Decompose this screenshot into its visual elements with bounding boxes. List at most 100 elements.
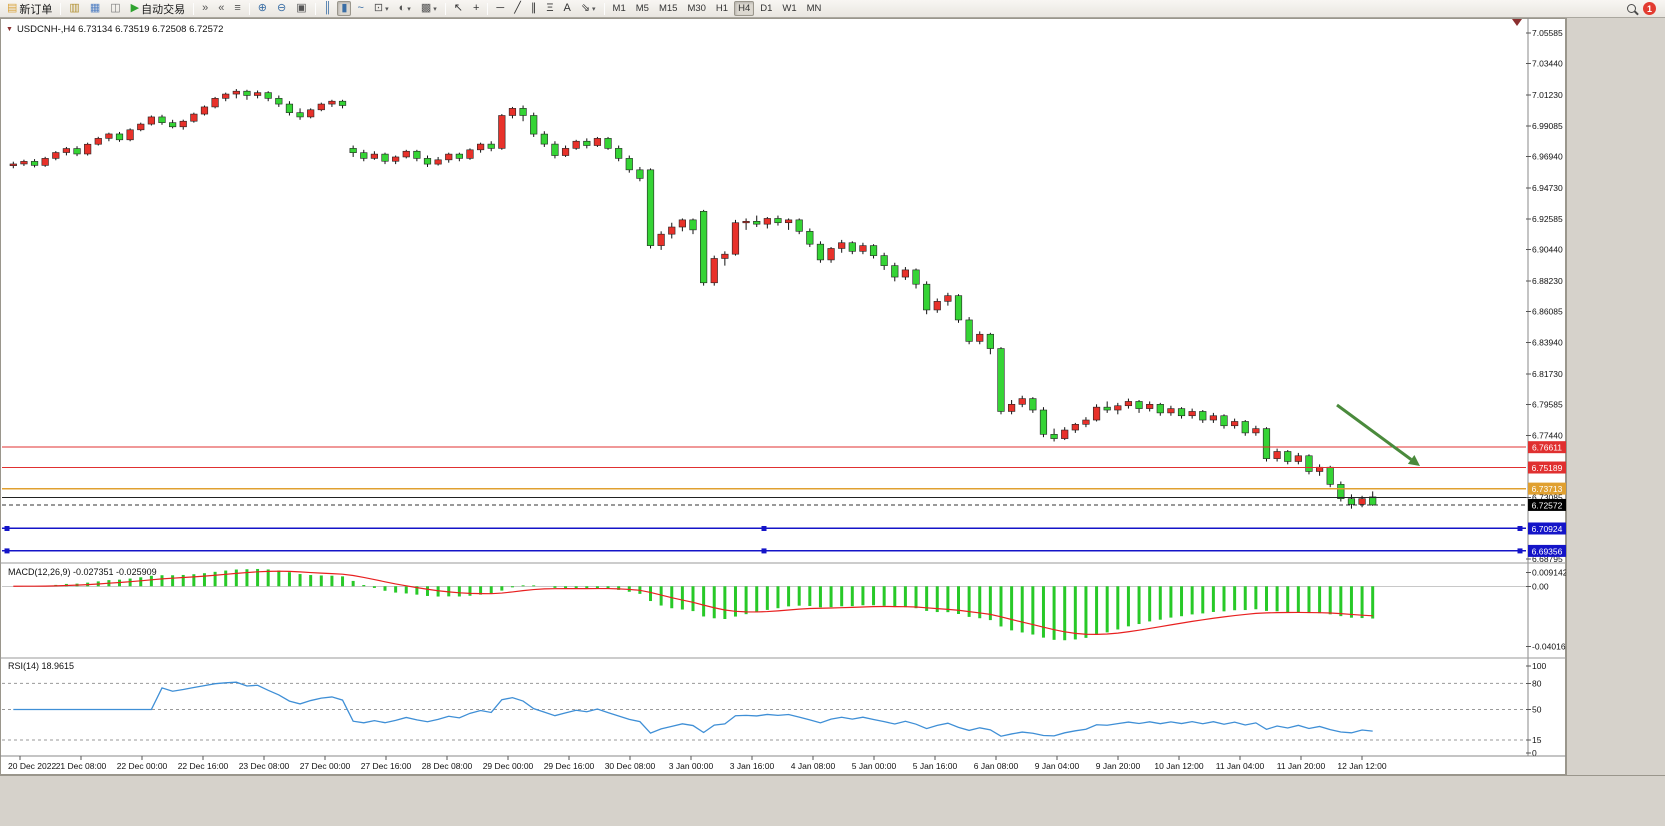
- chart-properties-dropdown-icon[interactable]: ▾: [433, 5, 437, 13]
- bear-candle: [381, 153, 389, 162]
- auto-scroll-icon: »: [202, 2, 209, 14]
- timeframe-m15-button[interactable]: M15: [655, 1, 681, 16]
- chart-properties-button[interactable]: ▩ ▾: [417, 1, 441, 16]
- target-line-1-handle[interactable]: [1517, 525, 1523, 531]
- annotation-arrow[interactable]: [1336, 403, 1413, 461]
- bear-candle: [689, 219, 697, 231]
- time-axis-label: 29 Dec 00:00: [483, 761, 534, 771]
- resistance-line-1-price-badge-label: 6.76611: [1532, 443, 1562, 453]
- profiles-button[interactable]: ▦: [86, 1, 104, 16]
- bear-candle: [243, 90, 251, 96]
- bear-candle: [413, 150, 421, 159]
- auto-trading-icon: ▶: [130, 2, 140, 14]
- periods-button[interactable]: ◐ ▾: [395, 1, 415, 16]
- crosshair-button[interactable]: +: [469, 1, 483, 16]
- equidistant-channel-button[interactable]: ∥: [527, 1, 541, 16]
- price-axis-label: 7.01230: [1532, 90, 1563, 100]
- zoom-out-button[interactable]: ⊖: [273, 1, 290, 16]
- bar-chart-button[interactable]: ║: [320, 1, 336, 16]
- auto-trading-button[interactable]: ▶ 自动交易: [127, 1, 189, 16]
- arrows-tool-button[interactable]: ⇘ ▾: [577, 1, 600, 16]
- support-line-orange-price-badge-label: 6.73713: [1532, 484, 1563, 494]
- zoom-in-button[interactable]: ⊕: [254, 1, 271, 16]
- bear-candle: [1156, 404, 1164, 414]
- timeframe-m30-button[interactable]: M30: [683, 1, 709, 16]
- target-line-2-handle[interactable]: [761, 548, 767, 554]
- horizontal-line-button[interactable]: ─: [492, 1, 508, 16]
- fibonacci-icon: Ξ: [546, 2, 554, 14]
- time-axis-label: 30 Dec 08:00: [605, 761, 656, 771]
- chart-canvas[interactable]: 7.05585 7.03440 7.01230 6.99085 6.96940 6.947…: [0, 18, 1571, 775]
- timeframe-h4-button[interactable]: H4: [734, 1, 755, 16]
- templates-dropdown-icon[interactable]: ▾: [385, 5, 389, 13]
- timeframe-m1-button[interactable]: M1: [609, 1, 630, 16]
- bear-candle: [296, 112, 304, 118]
- workspace: 7.05585 7.03440 7.01230 6.99085 6.96940 6.947…: [0, 18, 1665, 775]
- search-icon[interactable]: [1627, 4, 1636, 13]
- arrows-tool-dropdown-icon[interactable]: ▾: [592, 5, 596, 13]
- bull-candle: [190, 113, 198, 122]
- price-axis-label: 6.92585: [1532, 214, 1563, 224]
- timeframe-d1-button[interactable]: D1: [756, 1, 776, 16]
- crosshair-icon: +: [472, 2, 480, 14]
- price-axis-label: 6.79585: [1532, 400, 1563, 410]
- bear-candle: [816, 243, 825, 261]
- trendline-button[interactable]: ╱: [510, 1, 525, 16]
- target-line-2-handle[interactable]: [1517, 548, 1523, 554]
- target-line-2-handle[interactable]: [4, 548, 10, 554]
- tile-windows-button[interactable]: ▣: [292, 1, 310, 16]
- bull-candle: [827, 248, 835, 261]
- annotation-arrow-head[interactable]: [1407, 455, 1420, 466]
- macd-label: MACD(12,26,9) -0.027351 -0.025909: [8, 567, 157, 577]
- price-axis-label: 6.96940: [1532, 152, 1563, 162]
- resistance-line-2-price-badge: [1528, 461, 1566, 474]
- chart-shift-icon: «: [218, 2, 225, 14]
- bear-candle: [1177, 408, 1186, 417]
- auto-scroll-button[interactable]: »: [198, 1, 212, 16]
- text-tool-button[interactable]: A: [559, 1, 574, 16]
- bear-candle: [1262, 428, 1271, 459]
- price-axis-label: 6.81730: [1532, 369, 1563, 379]
- periods-dropdown-icon[interactable]: ▾: [407, 5, 411, 13]
- bear-candle: [880, 255, 888, 266]
- price-axis-label: 6.99085: [1532, 121, 1563, 131]
- timeframe-mn-button[interactable]: MN: [803, 1, 826, 16]
- timeframe-w1-button[interactable]: W1: [778, 1, 800, 16]
- charts-button[interactable]: ▥: [65, 1, 83, 16]
- line-chart-button[interactable]: ~: [353, 1, 367, 16]
- bull-candle: [1188, 411, 1196, 417]
- target-line-2-price-badge: [1528, 544, 1566, 557]
- target-line-1-handle[interactable]: [761, 525, 767, 531]
- zoom-in-icon: ⊕: [257, 2, 267, 14]
- chart-shift-button[interactable]: «: [214, 1, 228, 16]
- macd-axis-label: 0.00: [1532, 581, 1549, 591]
- templates-icon: ⊡: [373, 2, 384, 14]
- target-line-1-handle[interactable]: [4, 525, 10, 531]
- price-axis-label: 6.68795: [1532, 554, 1563, 564]
- timeframe-h1-button[interactable]: H1: [712, 1, 732, 16]
- notification-badge[interactable]: 1: [1643, 2, 1656, 15]
- chart-menu-icon[interactable]: ▼: [6, 26, 13, 33]
- bull-candle: [41, 158, 49, 166]
- bull-candle: [1252, 428, 1260, 434]
- bear-candle: [965, 319, 973, 342]
- bull-candle: [710, 258, 718, 284]
- indicator-list-button[interactable]: ≡: [230, 1, 244, 16]
- bull-candle: [1231, 421, 1239, 427]
- templates-button[interactable]: ⊡ ▾: [370, 1, 393, 16]
- cursor-button[interactable]: ↖: [450, 1, 467, 16]
- fibonacci-button[interactable]: Ξ: [542, 1, 557, 16]
- alerts-button[interactable]: ◫: [106, 1, 124, 16]
- bull-candle: [1061, 429, 1069, 439]
- target-line-2-price-badge-label: 6.69356: [1532, 546, 1563, 556]
- new-order-button[interactable]: ▤ 新订单: [3, 1, 56, 16]
- timeframe-m5-button[interactable]: M5: [632, 1, 653, 16]
- toolbar-separator: [603, 2, 605, 15]
- resistance-line-1-price-badge: [1528, 441, 1566, 454]
- bear-candle: [1039, 409, 1048, 435]
- bear-candle: [540, 133, 548, 145]
- candlestick-chart-button[interactable]: ▮: [337, 1, 352, 16]
- bear-candle: [1305, 455, 1313, 472]
- bear-candle: [1199, 411, 1207, 421]
- periods-icon: ◐: [398, 2, 406, 14]
